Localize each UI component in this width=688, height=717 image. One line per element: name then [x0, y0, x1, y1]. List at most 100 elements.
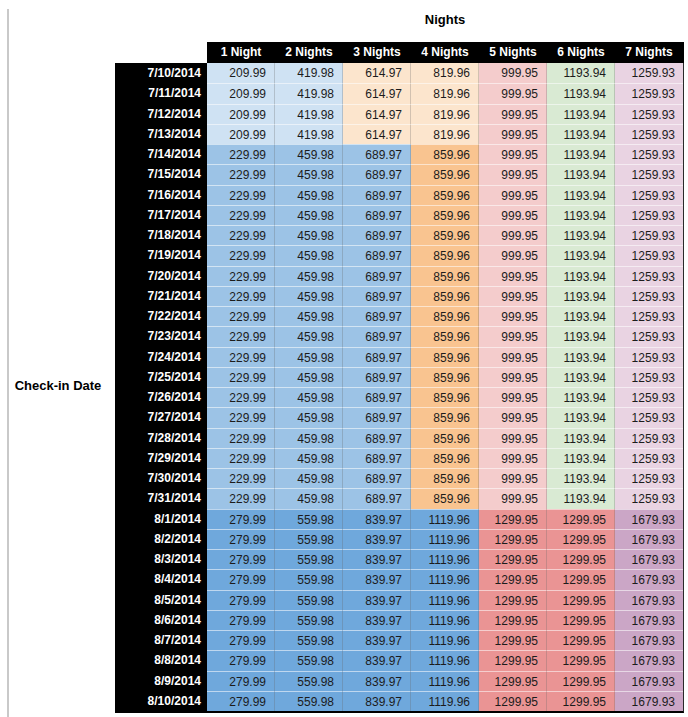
price-cell[interactable]: 229.99 [207, 144, 275, 164]
checkin-date-cell[interactable]: 7/16/2014 [115, 185, 207, 205]
price-cell[interactable]: 1193.94 [547, 63, 615, 83]
price-cell[interactable]: 1193.94 [547, 83, 615, 103]
price-cell[interactable]: 859.96 [411, 488, 479, 508]
price-cell[interactable]: 559.98 [275, 610, 343, 630]
column-header-cell[interactable]: 4 Nights [411, 42, 479, 63]
price-cell[interactable]: 459.98 [275, 428, 343, 448]
price-cell[interactable]: 1679.93 [615, 671, 683, 691]
price-cell[interactable]: 859.96 [411, 428, 479, 448]
price-cell[interactable]: 419.98 [275, 104, 343, 124]
price-cell[interactable]: 999.95 [479, 185, 547, 205]
checkin-date-cell[interactable]: 7/12/2014 [115, 104, 207, 124]
price-cell[interactable]: 689.97 [343, 367, 411, 387]
price-cell[interactable]: 859.96 [411, 266, 479, 286]
price-cell[interactable]: 459.98 [275, 387, 343, 407]
price-cell[interactable]: 1259.93 [615, 225, 683, 245]
price-cell[interactable]: 819.96 [411, 83, 479, 103]
price-cell[interactable]: 559.98 [275, 691, 343, 711]
checkin-date-cell[interactable]: 7/21/2014 [115, 286, 207, 306]
checkin-date-cell[interactable]: 7/27/2014 [115, 407, 207, 427]
price-cell[interactable]: 1259.93 [615, 367, 683, 387]
price-cell[interactable]: 459.98 [275, 185, 343, 205]
price-cell[interactable]: 859.96 [411, 185, 479, 205]
price-cell[interactable]: 1193.94 [547, 407, 615, 427]
price-cell[interactable]: 999.95 [479, 225, 547, 245]
price-cell[interactable]: 1259.93 [615, 468, 683, 488]
price-cell[interactable]: 689.97 [343, 144, 411, 164]
price-cell[interactable]: 1193.94 [547, 347, 615, 367]
price-cell[interactable]: 229.99 [207, 225, 275, 245]
checkin-date-cell[interactable]: 7/23/2014 [115, 326, 207, 346]
price-cell[interactable]: 559.98 [275, 509, 343, 529]
checkin-date-cell[interactable]: 7/19/2014 [115, 245, 207, 265]
price-cell[interactable]: 1299.95 [479, 590, 547, 610]
price-cell[interactable]: 999.95 [479, 407, 547, 427]
price-cell[interactable]: 459.98 [275, 306, 343, 326]
price-cell[interactable]: 1259.93 [615, 104, 683, 124]
column-header-cell[interactable]: 7 Nights [615, 42, 683, 63]
checkin-date-cell[interactable]: 8/9/2014 [115, 671, 207, 691]
price-cell[interactable]: 229.99 [207, 286, 275, 306]
price-cell[interactable]: 1679.93 [615, 610, 683, 630]
price-cell[interactable]: 229.99 [207, 428, 275, 448]
price-cell[interactable]: 1119.96 [411, 509, 479, 529]
price-cell[interactable]: 689.97 [343, 387, 411, 407]
price-cell[interactable]: 459.98 [275, 266, 343, 286]
price-cell[interactable]: 1259.93 [615, 387, 683, 407]
price-cell[interactable]: 689.97 [343, 164, 411, 184]
checkin-date-cell[interactable]: 8/6/2014 [115, 610, 207, 630]
price-cell[interactable]: 1299.95 [547, 691, 615, 711]
price-cell[interactable]: 1119.96 [411, 569, 479, 589]
price-cell[interactable]: 279.99 [207, 590, 275, 610]
checkin-date-cell[interactable]: 8/2/2014 [115, 529, 207, 549]
price-cell[interactable]: 1119.96 [411, 650, 479, 670]
price-cell[interactable]: 419.98 [275, 124, 343, 144]
price-cell[interactable]: 279.99 [207, 650, 275, 670]
price-cell[interactable]: 1259.93 [615, 407, 683, 427]
price-cell[interactable]: 1259.93 [615, 286, 683, 306]
price-cell[interactable]: 459.98 [275, 144, 343, 164]
price-cell[interactable]: 689.97 [343, 407, 411, 427]
price-cell[interactable]: 839.97 [343, 569, 411, 589]
price-cell[interactable]: 614.97 [343, 83, 411, 103]
price-cell[interactable]: 419.98 [275, 83, 343, 103]
price-cell[interactable]: 1259.93 [615, 185, 683, 205]
price-cell[interactable]: 1193.94 [547, 205, 615, 225]
price-cell[interactable]: 999.95 [479, 286, 547, 306]
price-cell[interactable]: 559.98 [275, 671, 343, 691]
price-cell[interactable]: 839.97 [343, 691, 411, 711]
price-cell[interactable]: 859.96 [411, 205, 479, 225]
price-cell[interactable]: 559.98 [275, 590, 343, 610]
price-cell[interactable]: 859.96 [411, 164, 479, 184]
column-header-cell[interactable]: 5 Nights [479, 42, 547, 63]
price-cell[interactable]: 1193.94 [547, 306, 615, 326]
checkin-date-cell[interactable]: 7/18/2014 [115, 225, 207, 245]
price-cell[interactable]: 279.99 [207, 630, 275, 650]
price-cell[interactable]: 1193.94 [547, 286, 615, 306]
price-cell[interactable]: 689.97 [343, 306, 411, 326]
price-cell[interactable]: 459.98 [275, 407, 343, 427]
price-cell[interactable]: 229.99 [207, 266, 275, 286]
price-cell[interactable]: 689.97 [343, 205, 411, 225]
price-cell[interactable]: 1679.93 [615, 691, 683, 711]
price-cell[interactable]: 1193.94 [547, 225, 615, 245]
price-cell[interactable]: 229.99 [207, 367, 275, 387]
price-cell[interactable]: 689.97 [343, 448, 411, 468]
price-cell[interactable]: 1259.93 [615, 266, 683, 286]
price-cell[interactable]: 459.98 [275, 468, 343, 488]
price-cell[interactable]: 559.98 [275, 650, 343, 670]
price-cell[interactable]: 1259.93 [615, 63, 683, 83]
price-cell[interactable]: 1679.93 [615, 630, 683, 650]
price-cell[interactable]: 999.95 [479, 326, 547, 346]
price-cell[interactable]: 229.99 [207, 448, 275, 468]
price-cell[interactable]: 839.97 [343, 529, 411, 549]
price-cell[interactable]: 1299.95 [547, 630, 615, 650]
price-cell[interactable]: 614.97 [343, 104, 411, 124]
price-cell[interactable]: 859.96 [411, 245, 479, 265]
checkin-date-cell[interactable]: 7/28/2014 [115, 428, 207, 448]
price-cell[interactable]: 689.97 [343, 266, 411, 286]
price-cell[interactable]: 859.96 [411, 367, 479, 387]
checkin-date-cell[interactable]: 8/3/2014 [115, 549, 207, 569]
price-cell[interactable]: 1193.94 [547, 104, 615, 124]
price-cell[interactable]: 279.99 [207, 509, 275, 529]
